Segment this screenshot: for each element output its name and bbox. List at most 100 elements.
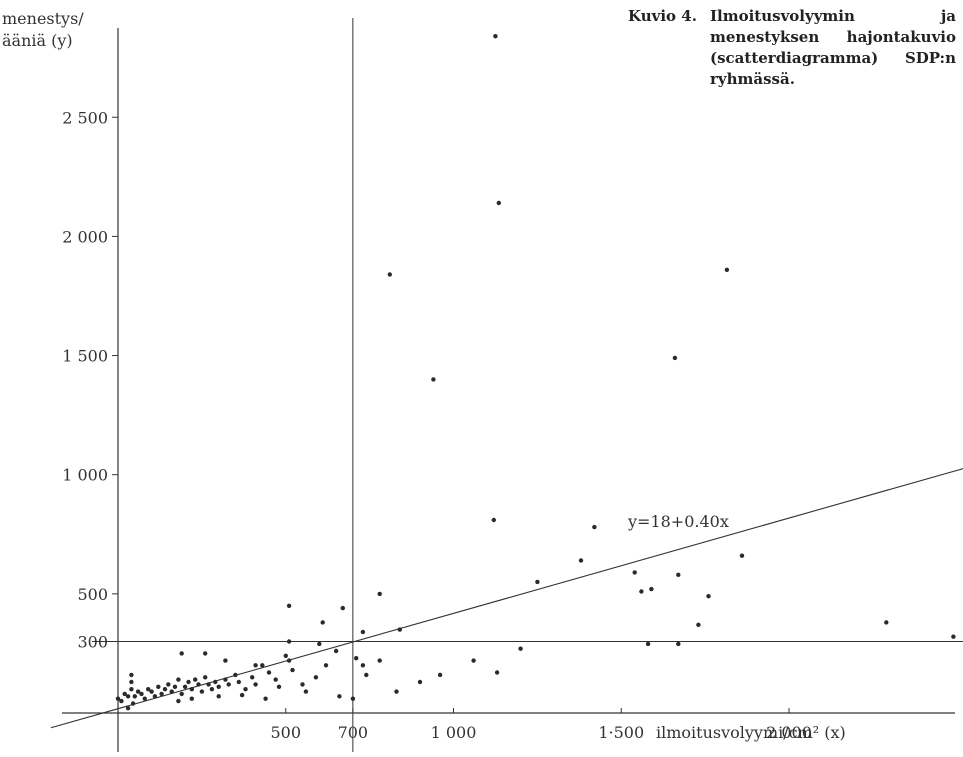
data-point <box>216 694 221 699</box>
y-axis-label-line1: menestys/ <box>2 9 84 28</box>
data-point <box>125 706 131 711</box>
data-point <box>139 691 144 697</box>
data-point <box>129 672 134 678</box>
data-point <box>696 622 701 627</box>
ticks-group: 300 500 1 000 1 500 2 000 2 500 500 700 1 000 1·5… <box>62 108 846 742</box>
data-point <box>632 570 637 575</box>
x-tick-label: 700 <box>338 723 369 742</box>
data-point <box>243 687 248 692</box>
data-point <box>156 684 161 689</box>
data-point <box>471 658 476 663</box>
y-axis-label-line2: ääniä (y) <box>2 31 73 50</box>
data-point <box>317 641 322 647</box>
data-point <box>323 663 329 668</box>
data-point <box>535 579 540 585</box>
data-point <box>273 677 278 682</box>
y-tick-label: 2 500 <box>62 108 108 127</box>
data-point <box>169 689 174 694</box>
data-point <box>199 689 205 694</box>
data-point <box>283 653 288 658</box>
data-point <box>189 696 194 701</box>
data-point <box>706 594 711 599</box>
data-point <box>313 675 319 680</box>
data-point <box>122 691 127 697</box>
data-point <box>431 377 436 382</box>
data-point <box>286 658 292 663</box>
data-point <box>203 651 208 656</box>
y-tick-label: 2 000 <box>62 227 108 246</box>
data-point <box>649 586 654 592</box>
data-point <box>135 689 141 694</box>
data-point <box>286 639 292 644</box>
data-point <box>320 620 325 625</box>
data-point <box>115 696 121 701</box>
regression-group: y=18+0.40x <box>50 468 963 729</box>
data-point <box>226 682 231 687</box>
x-tick-label: 1 000 <box>431 723 477 742</box>
data-point <box>286 603 292 608</box>
data-point <box>350 696 356 701</box>
data-point <box>149 689 154 694</box>
data-point <box>397 627 402 632</box>
x-tick-label: 2 000 <box>766 723 812 742</box>
data-point <box>152 694 158 699</box>
data-point <box>417 679 423 685</box>
data-point <box>377 658 382 663</box>
regression-label: y=18+0.40x <box>627 512 729 531</box>
data-point <box>360 663 366 668</box>
figure-caption: Ilmoitusvolyymin ja menestyksen hajontak… <box>710 7 956 88</box>
data-point <box>884 620 889 625</box>
data-point <box>518 646 523 651</box>
data-point <box>333 648 339 654</box>
data-point <box>186 679 191 685</box>
y-tick-label: 500 <box>77 585 108 604</box>
data-point <box>354 656 359 661</box>
regression-line <box>50 468 963 729</box>
data-point <box>266 670 272 675</box>
data-point <box>639 589 644 594</box>
data-point <box>387 272 392 277</box>
data-point <box>364 672 369 678</box>
data-point <box>172 684 178 689</box>
data-point <box>223 677 228 682</box>
data-point <box>162 687 168 692</box>
data-point <box>239 692 245 698</box>
data-point <box>437 672 443 678</box>
data-point <box>394 689 399 694</box>
data-point <box>491 517 496 523</box>
axes-group <box>62 18 963 752</box>
data-point <box>223 658 228 663</box>
data-point <box>739 553 745 558</box>
y-axis-label: menestys/ ääniä (y) <box>2 8 84 52</box>
data-point <box>236 679 241 685</box>
data-point <box>129 687 134 692</box>
data-point <box>300 682 305 687</box>
data-point <box>179 691 184 697</box>
data-point <box>951 634 956 639</box>
data-point <box>203 675 208 680</box>
data-point <box>142 696 147 701</box>
y-tick-label: 300 <box>77 633 108 652</box>
x-tick-label: 500 <box>270 723 301 742</box>
data-point <box>494 670 500 675</box>
data-point <box>676 572 681 577</box>
data-point <box>146 687 151 692</box>
data-point <box>672 355 678 361</box>
data-point <box>206 682 211 687</box>
data-point <box>645 641 651 647</box>
data-point <box>176 677 181 682</box>
data-point <box>493 34 498 39</box>
data-point <box>592 524 597 530</box>
data-point <box>189 687 194 692</box>
data-point <box>724 267 730 272</box>
data-point <box>676 641 681 647</box>
figure-number: Kuvio 4. <box>628 7 697 25</box>
data-point <box>377 591 382 597</box>
data-point <box>260 663 265 668</box>
data-point <box>290 667 295 673</box>
data-point <box>213 679 218 685</box>
data-point <box>196 682 201 687</box>
data-point <box>166 682 171 687</box>
y-tick-label: 1 500 <box>62 347 108 366</box>
